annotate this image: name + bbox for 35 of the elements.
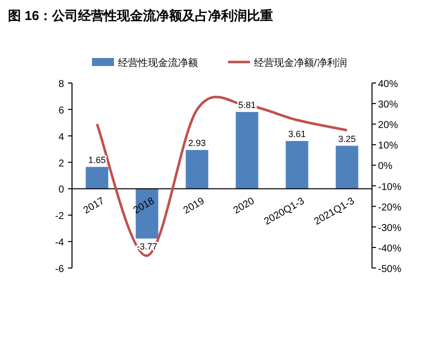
bar xyxy=(236,112,258,189)
y-tick-label: -4 xyxy=(55,238,64,249)
bar xyxy=(136,188,158,239)
legend-label: 经营性现金流净额 xyxy=(118,57,198,69)
chart-title: 图 16：公司经营性现金流净额及占净利润比重 xyxy=(8,8,274,23)
data-label: 1.65 xyxy=(88,154,106,165)
x-tick-label: 2018 xyxy=(132,196,157,216)
y-tick-label: 8 xyxy=(58,79,64,90)
y2-tick-label: 20% xyxy=(378,120,398,132)
bar xyxy=(286,141,308,189)
legend-label: 经营现金净额/净利润 xyxy=(254,57,347,69)
y2-tick-label: -30% xyxy=(378,222,402,234)
y2-tick-label: -20% xyxy=(378,202,402,214)
x-tick-label: 2019 xyxy=(182,196,207,216)
y2-tick-label: -40% xyxy=(378,243,402,254)
y2-tick-label: 40% xyxy=(378,79,398,90)
y-tick-label: 2 xyxy=(58,158,64,170)
y-tick-label: 6 xyxy=(58,105,64,116)
data-label: 2.93 xyxy=(188,138,206,148)
data-label: 3.61 xyxy=(288,129,306,140)
y2-tick-label: 10% xyxy=(378,140,398,152)
x-tick-label: 2017 xyxy=(82,196,107,216)
y2-tick-label: 30% xyxy=(378,100,398,111)
y2-tick-label: -50% xyxy=(378,264,402,275)
x-tick-label: 2020 xyxy=(232,196,257,216)
y-tick-label: 4 xyxy=(58,132,64,143)
bar xyxy=(86,166,108,189)
y-tick-label: 0 xyxy=(58,184,64,196)
bar xyxy=(336,146,358,189)
bar xyxy=(186,150,208,189)
y2-tick-label: 0% xyxy=(378,161,393,172)
y2-tick-label: -10% xyxy=(378,182,402,193)
data-label: 3.25 xyxy=(338,134,356,144)
y-tick-label: -2 xyxy=(55,211,64,222)
y-tick-label: -6 xyxy=(55,264,64,275)
